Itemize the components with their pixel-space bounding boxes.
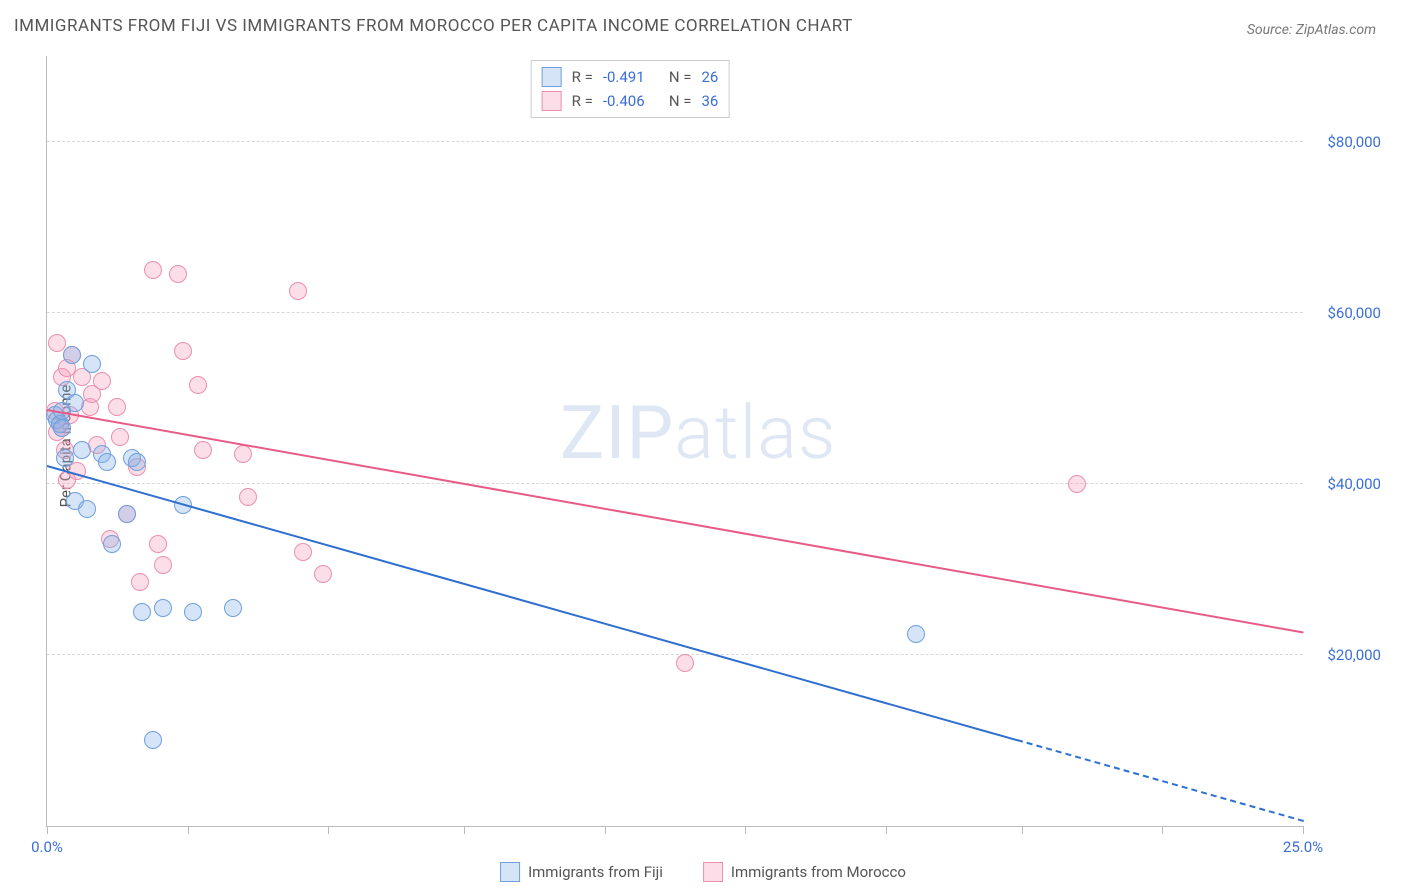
- morocco-swatch: [542, 91, 562, 111]
- fiji-point: [103, 535, 121, 553]
- n-label: N =: [669, 65, 692, 89]
- fiji-point: [133, 603, 151, 621]
- gridline: [47, 312, 1303, 313]
- n-label: N =: [669, 89, 692, 113]
- morocco-point: [289, 282, 307, 300]
- x-tick: [1022, 826, 1023, 834]
- fiji-point: [118, 505, 136, 523]
- fiji-point: [83, 355, 101, 373]
- fiji-point: [53, 419, 71, 437]
- fiji-point: [63, 346, 81, 364]
- r-label: R =: [572, 89, 593, 113]
- y-tick-label: $20,000: [1311, 646, 1381, 664]
- y-tick-label: $40,000: [1311, 475, 1381, 493]
- source-attribution: Source: ZipAtlas.com: [1247, 22, 1376, 38]
- morocco-point: [234, 445, 252, 463]
- fiji-point: [73, 441, 91, 459]
- fiji-point: [78, 500, 96, 518]
- x-tick: [1303, 826, 1304, 834]
- bottom-legend: Immigrants from Fiji Immigrants from Moro…: [500, 862, 906, 882]
- gridline: [47, 141, 1303, 142]
- morocco-legend-swatch: [703, 862, 723, 882]
- fiji-point: [154, 599, 172, 617]
- y-tick-label: $60,000: [1311, 304, 1381, 322]
- morocco-point: [294, 543, 312, 561]
- morocco-point: [1068, 475, 1086, 493]
- stats-legend-box: R = -0.491 N = 26 R = -0.406 N = 36: [531, 60, 730, 118]
- morocco-point: [169, 265, 187, 283]
- x-tick: [745, 826, 746, 834]
- fiji-point: [144, 731, 162, 749]
- morocco-point: [144, 261, 162, 279]
- fiji-point: [184, 603, 202, 621]
- plot-area: $20,000$40,000$60,000$80,0000.0%25.0%: [46, 56, 1303, 827]
- fiji-legend-label: Immigrants from Fiji: [528, 863, 663, 881]
- y-tick-label: $80,000: [1311, 133, 1381, 151]
- fiji-point: [224, 599, 242, 617]
- morocco-point: [239, 488, 257, 506]
- fiji-point: [98, 453, 116, 471]
- legend-entry-fiji: Immigrants from Fiji: [500, 862, 663, 882]
- r-label: R =: [572, 65, 593, 89]
- stat-row-fiji: R = -0.491 N = 26: [542, 65, 719, 89]
- fiji-trendline-dashed: [1016, 739, 1303, 822]
- gridline: [47, 654, 1303, 655]
- fiji-r-value: -0.491: [603, 65, 659, 89]
- x-tick: [464, 826, 465, 834]
- x-tick: [47, 826, 48, 834]
- gridline: [47, 483, 1303, 484]
- source-prefix: Source:: [1247, 22, 1296, 38]
- morocco-point: [108, 398, 126, 416]
- fiji-point: [56, 449, 74, 467]
- x-tick: [886, 826, 887, 834]
- x-tick: [188, 826, 189, 834]
- morocco-point: [48, 334, 66, 352]
- morocco-point: [174, 342, 192, 360]
- stat-row-morocco: R = -0.406 N = 36: [542, 89, 719, 113]
- morocco-point: [131, 573, 149, 591]
- fiji-point: [66, 394, 84, 412]
- fiji-point: [128, 453, 146, 471]
- chart-title: IMMIGRANTS FROM FIJI VS IMMIGRANTS FROM …: [14, 16, 853, 36]
- x-tick-label: 0.0%: [31, 838, 63, 856]
- x-tick-label: 25.0%: [1283, 838, 1323, 856]
- legend-entry-morocco: Immigrants from Morocco: [703, 862, 906, 882]
- morocco-point: [93, 372, 111, 390]
- morocco-n-value: 36: [701, 89, 718, 113]
- morocco-point: [194, 441, 212, 459]
- morocco-point: [189, 376, 207, 394]
- morocco-point: [149, 535, 167, 553]
- fiji-swatch: [542, 67, 562, 87]
- x-tick: [1162, 826, 1163, 834]
- morocco-point: [314, 565, 332, 583]
- fiji-point: [907, 625, 925, 643]
- fiji-legend-swatch: [500, 862, 520, 882]
- fiji-n-value: 26: [701, 65, 718, 89]
- x-tick: [605, 826, 606, 834]
- morocco-point: [676, 654, 694, 672]
- morocco-point: [111, 428, 129, 446]
- morocco-legend-label: Immigrants from Morocco: [731, 863, 906, 881]
- source-name: ZipAtlas.com: [1296, 22, 1376, 38]
- morocco-point: [154, 556, 172, 574]
- x-tick: [328, 826, 329, 834]
- morocco-r-value: -0.406: [603, 89, 659, 113]
